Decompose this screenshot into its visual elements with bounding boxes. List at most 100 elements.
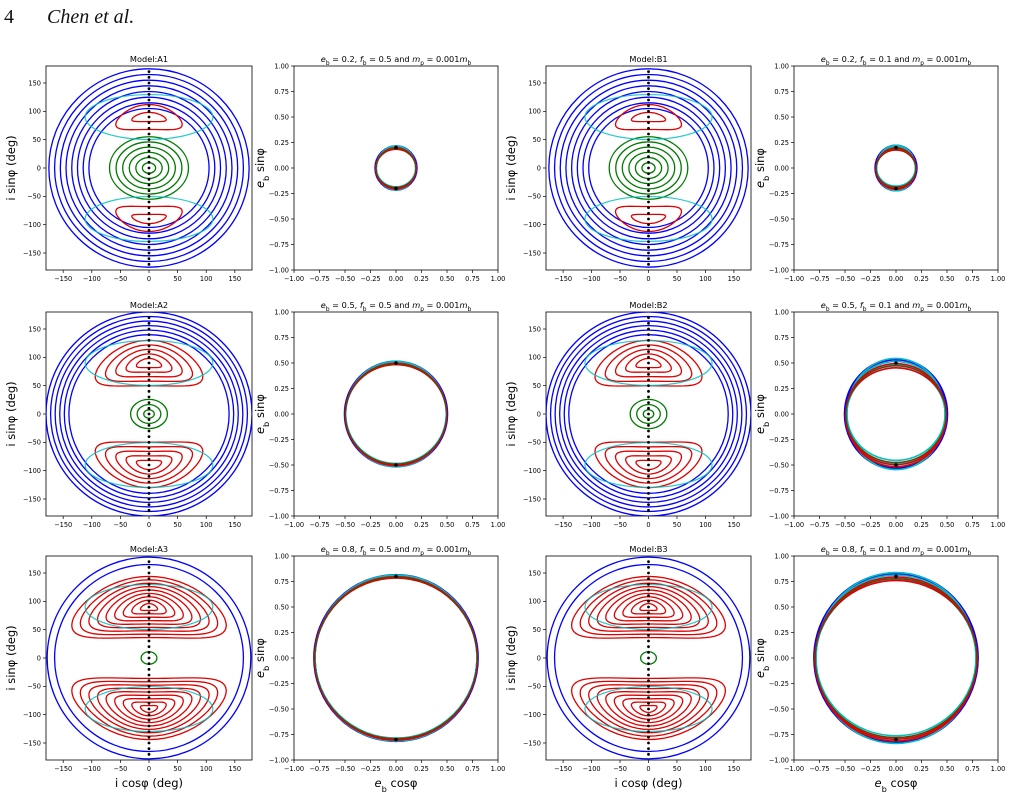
y-tick-label: 100	[28, 354, 41, 362]
y-tick-label: 0	[537, 410, 541, 418]
initial-point	[647, 497, 650, 501]
librating-orbit-polar	[135, 357, 163, 369]
y-tick-label: −150	[23, 249, 41, 257]
librating-orbit-polar	[630, 111, 667, 123]
initial-point	[647, 177, 650, 181]
y-axis-label: eb sinφ	[253, 638, 271, 678]
initial-point	[147, 735, 151, 739]
x-tick-label: 0.25	[414, 765, 429, 773]
initial-point	[147, 480, 151, 484]
initial-point	[147, 497, 151, 501]
librating-orbit-polar	[613, 592, 684, 622]
initial-point	[147, 401, 151, 405]
initial-point	[147, 200, 151, 204]
y-tick-label: 0.25	[274, 629, 289, 637]
y-tick-label: 0.75	[274, 334, 289, 342]
initial-point	[647, 240, 650, 244]
initial-point	[147, 611, 151, 615]
x-axis-label: i cosφ (deg)	[115, 776, 183, 790]
x-axis-label: eb cosφ	[375, 776, 418, 794]
initial-point	[647, 316, 650, 320]
initial-point	[647, 747, 650, 751]
x-tick-label: −0.25	[360, 521, 380, 529]
y-tick-label: −50	[527, 683, 541, 691]
x-tick-label: 0.25	[914, 521, 929, 529]
ecc-marker	[394, 737, 398, 742]
x-tick-label: 0.50	[440, 765, 455, 773]
ecc-orbit-green	[814, 577, 978, 739]
x-tick-label: 0.75	[465, 765, 480, 773]
x-tick-label: 0.00	[889, 765, 904, 773]
initial-point	[147, 696, 151, 700]
y-tick-label: −0.75	[769, 241, 789, 249]
initial-point	[147, 457, 151, 461]
initial-point	[647, 701, 650, 705]
initial-point	[647, 183, 650, 187]
panel-title: eb = 0.5, fb = 0.1 and mp = 0.001mb	[821, 300, 972, 313]
y-tick-label: 100	[528, 108, 541, 116]
initial-point	[147, 115, 151, 119]
y-tick-label: 0.75	[274, 578, 289, 586]
librating-orbit-polar	[105, 691, 193, 727]
axes-frame	[293, 311, 499, 517]
initial-point	[647, 338, 650, 342]
x-tick-label: −100	[582, 521, 600, 529]
ecc-orbit-red	[844, 362, 948, 468]
circulating-orbit	[559, 79, 738, 257]
y-tick-label: −100	[523, 711, 541, 719]
initial-point	[647, 718, 650, 722]
librating-orbit-polar	[88, 582, 210, 632]
librating-orbit-polar	[622, 697, 675, 720]
initial-point	[647, 679, 650, 683]
x-tick-label: 0.25	[914, 275, 929, 283]
x-tick-label: −1.00	[284, 275, 304, 283]
librating-orbit-polar	[630, 701, 667, 717]
circulating-orbit	[559, 324, 738, 504]
librating-orbit-center	[629, 398, 668, 430]
panel-A2: Model:A2 −150 −100 −50 0 50 100 150 −150 −100 −50 0…	[4, 300, 253, 529]
initial-point	[647, 372, 650, 376]
librating-orbit-polar	[131, 701, 167, 717]
y-tick-label: 50	[33, 382, 41, 390]
initial-point	[647, 582, 650, 586]
x-tick-label: −150	[554, 521, 572, 529]
y-tick-label: 0.00	[274, 410, 289, 418]
x-tick-label: −0.25	[860, 275, 880, 283]
initial-point	[147, 234, 151, 238]
y-tick-label: −50	[27, 683, 41, 691]
librating-orbit-polar	[630, 599, 667, 615]
initial-point	[147, 87, 151, 91]
ecc-orbit-cyan	[815, 571, 977, 745]
initial-point	[147, 650, 151, 654]
initial-point	[147, 395, 151, 399]
initial-point	[147, 245, 151, 249]
initial-point	[647, 121, 650, 125]
x-tick-label: 50	[673, 275, 681, 283]
x-tick-label: −100	[83, 275, 101, 283]
x-tick-label: 0.25	[414, 275, 429, 283]
x-tick-label: 100	[699, 521, 712, 529]
y-tick-label: −0.25	[269, 680, 289, 688]
y-tick-label: 0	[37, 164, 41, 172]
x-axis-label: eb cosφ	[875, 776, 918, 794]
librating-orbit-polar	[71, 677, 227, 741]
y-tick-label: 0.50	[774, 113, 789, 121]
x-tick-label: 0.50	[440, 521, 455, 529]
initial-point	[647, 611, 650, 615]
ecc-orbit-red	[844, 365, 948, 466]
initial-point	[147, 684, 151, 688]
y-tick-label: 1.00	[774, 308, 789, 316]
initial-point	[147, 109, 151, 113]
initial-point	[147, 160, 151, 164]
librating-orbit-polar	[570, 677, 727, 741]
initial-point	[647, 560, 650, 564]
initial-point	[647, 251, 650, 255]
panel-eB1: eb = 0.2, fb = 0.1 and mp = 0.001mb −1.00…	[753, 54, 1005, 283]
y-tick-label: −50	[27, 193, 41, 201]
librating-orbit-center	[608, 136, 689, 200]
y-tick-label: −150	[523, 495, 541, 503]
initial-point	[647, 633, 650, 637]
circulating-orbit	[582, 102, 715, 234]
y-tick-label: 0.25	[774, 629, 789, 637]
